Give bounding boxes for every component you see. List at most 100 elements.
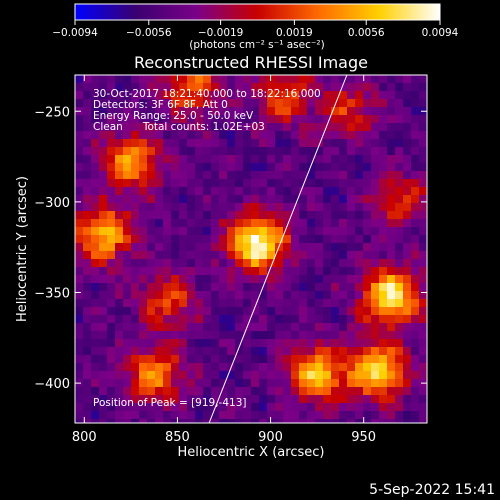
- heatmap-cell: [379, 139, 387, 147]
- heatmap-cell: [307, 275, 315, 283]
- heatmap-cell: [203, 107, 211, 115]
- heatmap-cell: [299, 171, 307, 179]
- heatmap-cell: [123, 379, 131, 387]
- heatmap-cell: [379, 203, 387, 211]
- heatmap-cell: [227, 387, 235, 395]
- heatmap-cell: [139, 147, 147, 155]
- heatmap-cell: [139, 299, 147, 307]
- heatmap-cell: [219, 243, 227, 251]
- heatmap-cell: [83, 419, 91, 423]
- heatmap-cell: [395, 371, 403, 379]
- heatmap-cell: [379, 211, 387, 219]
- heatmap-cell: [91, 251, 99, 259]
- heatmap-cell: [107, 267, 115, 275]
- heatmap-cell: [259, 419, 267, 423]
- heatmap-cell: [115, 227, 123, 235]
- heatmap-cell: [307, 387, 315, 395]
- heatmap-cell: [219, 379, 227, 387]
- heatmap-cell: [147, 171, 155, 179]
- heatmap-cell: [155, 107, 163, 115]
- heatmap-cell: [147, 195, 155, 203]
- heatmap-cell: [355, 99, 363, 107]
- heatmap-cell: [91, 355, 99, 363]
- heatmap-cell: [195, 299, 203, 307]
- heatmap-cell: [243, 219, 251, 227]
- heatmap-cell: [411, 99, 419, 107]
- heatmap-cell: [363, 163, 371, 171]
- heatmap-cell: [155, 395, 163, 403]
- heatmap-cell: [331, 267, 339, 275]
- heatmap-cell: [131, 347, 139, 355]
- heatmap-cell: [83, 339, 91, 347]
- heatmap-cell: [91, 235, 99, 243]
- heatmap-cell: [187, 163, 195, 171]
- heatmap-cell: [75, 187, 83, 195]
- heatmap-cell: [363, 339, 371, 347]
- heatmap-cell: [131, 187, 139, 195]
- heatmap-cell: [107, 139, 115, 147]
- heatmap-cell: [339, 411, 347, 419]
- heatmap-cell: [227, 83, 235, 91]
- heatmap-cell: [219, 363, 227, 371]
- heatmap-cell: [195, 195, 203, 203]
- heatmap-cell: [283, 419, 291, 423]
- x-tick-label: 900: [258, 430, 283, 445]
- heatmap-cell: [371, 355, 379, 363]
- heatmap-cell: [395, 355, 403, 363]
- heatmap-cell: [235, 307, 243, 315]
- heatmap-cell: [195, 291, 203, 299]
- heatmap-cell: [227, 123, 235, 131]
- heatmap-cell: [347, 91, 355, 99]
- heatmap-cell: [115, 291, 123, 299]
- heatmap-cell: [163, 275, 171, 283]
- heatmap-cell: [147, 283, 155, 291]
- heatmap-cell: [203, 371, 211, 379]
- heatmap-cell: [379, 131, 387, 139]
- heatmap-cell: [179, 235, 187, 243]
- heatmap-cell: [219, 259, 227, 267]
- heatmap-cell: [355, 371, 363, 379]
- heatmap-cell: [147, 395, 155, 403]
- heatmap-cell: [243, 267, 251, 275]
- heatmap-cell: [275, 139, 283, 147]
- heatmap-cell: [307, 227, 315, 235]
- heatmap-cell: [419, 219, 427, 227]
- heatmap-cell: [171, 307, 179, 315]
- heatmap-cell: [187, 203, 195, 211]
- heatmap-cell: [355, 155, 363, 163]
- heatmap-cell: [339, 219, 347, 227]
- heatmap-cell: [395, 187, 403, 195]
- heatmap-cell: [371, 115, 379, 123]
- heatmap-cell: [419, 187, 427, 195]
- heatmap-cell: [355, 275, 363, 283]
- heatmap-cell: [147, 275, 155, 283]
- heatmap-cell: [355, 243, 363, 251]
- heatmap-cell: [411, 75, 419, 83]
- heatmap-cell: [75, 275, 83, 283]
- heatmap-cell: [307, 291, 315, 299]
- heatmap-cell: [355, 147, 363, 155]
- heatmap-cell: [115, 195, 123, 203]
- heatmap-cell: [235, 339, 243, 347]
- heatmap-cell: [163, 211, 171, 219]
- heatmap-cell: [131, 299, 139, 307]
- heatmap-cell: [411, 347, 419, 355]
- heatmap-cell: [331, 411, 339, 419]
- heatmap-cell: [323, 323, 331, 331]
- heatmap-cell: [395, 219, 403, 227]
- heatmap-cell: [387, 283, 395, 291]
- heatmap-cell: [227, 291, 235, 299]
- heatmap-cell: [307, 403, 315, 411]
- heatmap-cell: [163, 187, 171, 195]
- heatmap-cell: [115, 219, 123, 227]
- heatmap-cell: [275, 331, 283, 339]
- heatmap-cell: [219, 331, 227, 339]
- heatmap-cell: [371, 307, 379, 315]
- heatmap-cell: [123, 171, 131, 179]
- heatmap-cell: [75, 347, 83, 355]
- heatmap-cell: [187, 99, 195, 107]
- heatmap-cell: [339, 107, 347, 115]
- heatmap-cell: [187, 107, 195, 115]
- heatmap-cell: [291, 267, 299, 275]
